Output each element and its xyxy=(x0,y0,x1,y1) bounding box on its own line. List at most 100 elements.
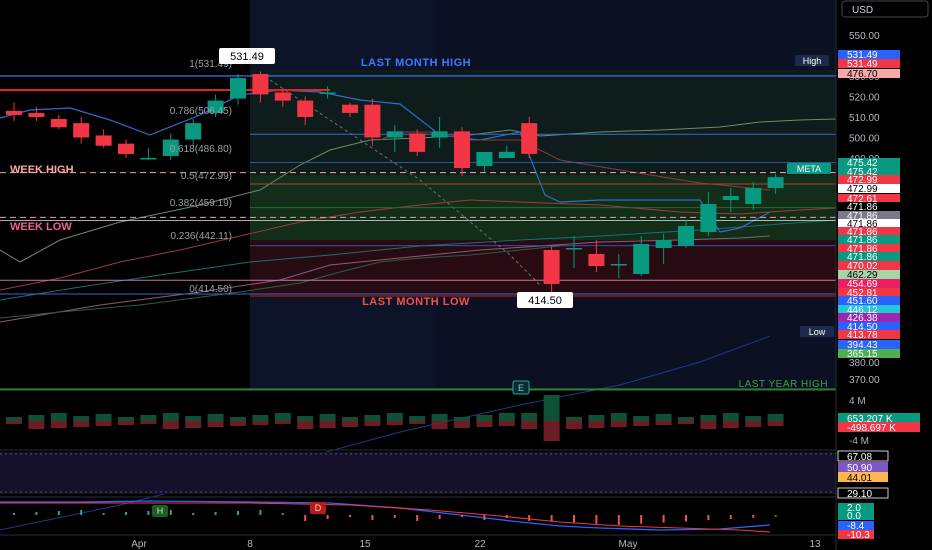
candle xyxy=(498,145,515,158)
tag-text: 365.15 xyxy=(847,349,878,360)
macd-histogram-bar xyxy=(752,515,755,518)
currency-button[interactable]: USD xyxy=(841,0,929,18)
price-tag: 413.78 xyxy=(838,330,900,341)
week-low-label: WEEK LOW xyxy=(10,221,72,233)
volume-bar-down xyxy=(454,421,470,428)
macd-h-marker: H xyxy=(152,505,168,517)
tag-text: 394.43 xyxy=(847,340,878,351)
macd-histogram-bar xyxy=(617,515,620,525)
tag-text: 462.29 xyxy=(847,270,878,281)
candle xyxy=(767,174,784,194)
candle xyxy=(678,220,694,248)
tag-box xyxy=(838,521,874,530)
tag-box xyxy=(838,530,874,539)
volume-bar-up xyxy=(409,416,426,421)
macd-histogram-bar xyxy=(102,513,105,515)
tag-box xyxy=(838,422,920,432)
lower-panels: E H D xyxy=(0,380,932,536)
candle xyxy=(162,133,179,160)
macd-d-text: D xyxy=(315,503,322,513)
volume-bar-up xyxy=(118,417,134,421)
callout-text: 531.49 xyxy=(230,51,264,63)
tag-text: 472.99 xyxy=(847,184,878,195)
volume-bar-up xyxy=(610,413,627,421)
volume-bar-down xyxy=(633,421,650,426)
candle-body xyxy=(252,73,269,95)
volume-bar-up xyxy=(431,414,448,421)
volume-bar-down xyxy=(342,421,358,427)
time-tick: 22 xyxy=(474,539,486,550)
currency-text: USD xyxy=(852,5,873,16)
macd-histogram-bar xyxy=(729,515,732,519)
candle xyxy=(745,182,762,210)
candle xyxy=(610,254,627,278)
volume-bar-down xyxy=(498,421,515,426)
price-tag-name: Low xyxy=(800,326,834,337)
volume-bar-down xyxy=(476,421,493,427)
tag-text: 2.0 xyxy=(847,503,861,514)
volume-bar-up xyxy=(230,417,246,421)
macd-histogram-bar xyxy=(259,510,262,515)
tag-box xyxy=(838,340,900,349)
candle-body xyxy=(162,139,179,156)
volume-bar-up xyxy=(566,417,582,421)
volume-bar-up xyxy=(73,416,90,421)
price-tag: 394.43 xyxy=(838,340,900,351)
volume-bar-down xyxy=(118,421,134,425)
volume-tick: 4 M xyxy=(849,396,866,407)
tag-text: 471.86 xyxy=(847,211,878,222)
price-tag: 365.15 xyxy=(838,349,900,360)
candle-body xyxy=(274,92,291,101)
price-tick: 510.00 xyxy=(849,113,880,124)
candle-body xyxy=(745,188,762,204)
candle xyxy=(50,114,67,130)
volume-bar-down xyxy=(386,421,403,425)
price-tag: 476.70 xyxy=(838,69,900,80)
candle-body xyxy=(722,196,739,200)
tag-box xyxy=(837,450,889,462)
candle-body xyxy=(342,104,358,113)
macd-histogram-bar xyxy=(461,515,463,517)
price-tag-name: High xyxy=(795,55,829,66)
candle-body xyxy=(364,104,381,138)
candle-body xyxy=(207,100,224,113)
tag-text: META xyxy=(797,164,821,174)
earnings-marker: E xyxy=(512,380,530,395)
price-tag: 446.12 xyxy=(838,305,900,316)
tag-text: 44.01 xyxy=(847,473,872,484)
tag-box xyxy=(838,503,874,512)
volume-bar-down xyxy=(767,421,784,426)
candle-body xyxy=(521,123,538,154)
macd-histogram-bar xyxy=(573,515,575,523)
macd-histogram-bar xyxy=(662,515,665,523)
macd-histogram-bar xyxy=(416,515,419,521)
tag-text: 471.86 xyxy=(847,202,878,213)
price-tag: 454.69 xyxy=(838,279,900,290)
volume-bar-up xyxy=(297,416,314,421)
fib-label: 0.5(472.99) xyxy=(181,171,232,182)
volume-bar-up xyxy=(140,415,157,421)
price-tag: 471.86 xyxy=(838,227,900,238)
candle-body xyxy=(73,123,90,138)
tag-box xyxy=(838,59,900,68)
callout-box xyxy=(517,292,573,308)
volume-bar-up xyxy=(633,416,650,421)
tag-text: 472.99 xyxy=(847,175,878,186)
macd-histogram-bar xyxy=(640,515,643,524)
tag-text: 0.0 xyxy=(847,511,861,522)
macd-histogram-bar xyxy=(326,515,329,519)
candle xyxy=(566,236,582,268)
tag-box xyxy=(838,167,900,176)
volume-bar-down xyxy=(431,421,448,429)
macd-histogram-bar xyxy=(57,511,60,515)
price-tag: 475.42 xyxy=(838,158,900,169)
candle-body xyxy=(498,151,515,158)
candle-body xyxy=(566,248,582,250)
macd-histogram-bar xyxy=(237,511,239,515)
macd-histogram-bar xyxy=(595,515,598,524)
candle xyxy=(6,102,22,122)
macd-histogram-bar xyxy=(147,511,150,515)
macd-histogram-bar xyxy=(393,515,396,518)
macd-histogram-bar xyxy=(438,515,441,519)
